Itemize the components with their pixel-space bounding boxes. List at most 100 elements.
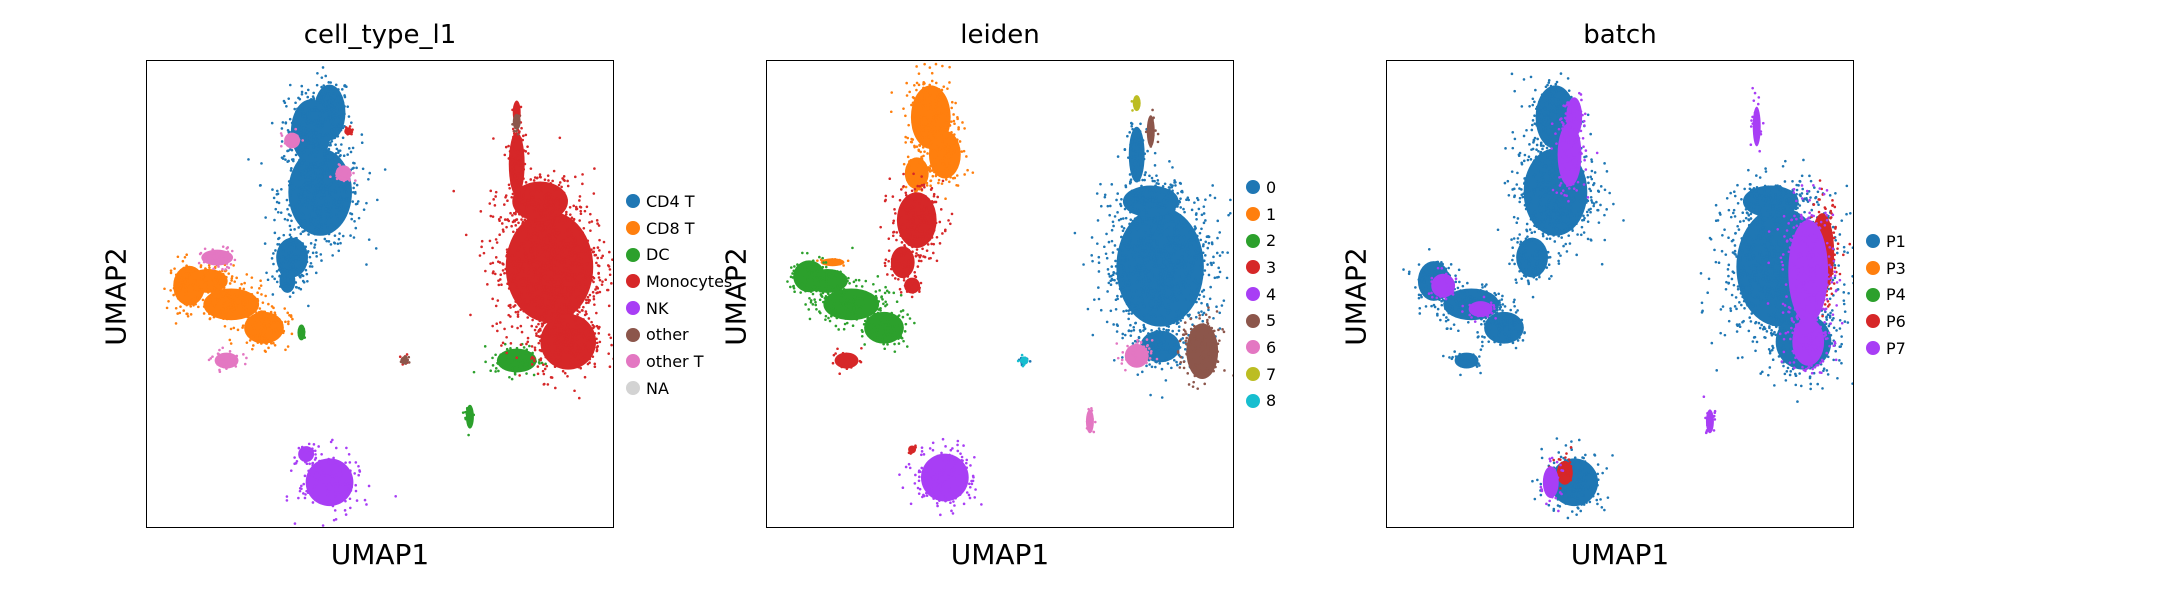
data-point: [250, 300, 254, 304]
data-point: [341, 136, 345, 140]
data-point: [1149, 287, 1153, 290]
data-point: [1198, 253, 1202, 256]
data-point: [550, 313, 553, 317]
data-point: [1212, 316, 1215, 320]
data-point: [336, 94, 339, 97]
data-point: [592, 250, 595, 254]
series-0: [1017, 121, 1232, 399]
data-point: [322, 465, 326, 469]
data-point: [510, 181, 513, 185]
data-point: [339, 483, 342, 486]
data-point: [314, 146, 318, 150]
data-point: [331, 438, 334, 442]
data-point: [581, 182, 584, 186]
data-point: [333, 116, 337, 119]
data-point: [1140, 297, 1144, 300]
data-point: [524, 255, 528, 259]
data-point: [1150, 328, 1153, 332]
data-point: [1096, 219, 1100, 222]
data-point: [1118, 287, 1122, 291]
data-point: [295, 247, 298, 251]
data-point: [1218, 311, 1222, 315]
data-point: [1157, 200, 1160, 203]
data-point: [318, 465, 322, 468]
data-point: [1108, 204, 1112, 208]
data-point: [257, 310, 261, 314]
data-point: [551, 179, 554, 183]
data-point: [570, 226, 573, 229]
data-point: [1099, 204, 1103, 208]
data-point: [584, 298, 588, 302]
data-point: [315, 478, 319, 482]
data-point: [312, 131, 315, 135]
data-point: [584, 323, 588, 326]
data-point: [310, 200, 313, 204]
data-point: [1198, 231, 1202, 235]
data-point: [1204, 198, 1207, 201]
data-point: [289, 228, 293, 232]
data-point: [523, 218, 527, 222]
data-point: [226, 258, 229, 261]
data-point: [288, 203, 291, 207]
data-point: [319, 126, 323, 129]
data-point: [613, 351, 614, 354]
data-point: [279, 245, 282, 249]
data-point: [1206, 263, 1209, 266]
data-point: [1218, 270, 1222, 274]
data-point: [217, 352, 220, 356]
data-point: [245, 341, 249, 344]
data-point: [549, 256, 553, 260]
data-point: [1142, 304, 1146, 308]
data-point: [518, 349, 522, 352]
data-point: [317, 139, 321, 143]
data-point: [488, 239, 492, 243]
data-point: [205, 255, 209, 258]
data-point: [1149, 234, 1152, 238]
data-point: [226, 300, 230, 304]
data-point: [1131, 342, 1135, 345]
data-point: [527, 204, 531, 207]
data-point: [202, 312, 206, 315]
data-point: [1171, 266, 1175, 270]
data-point: [530, 203, 533, 206]
data-point: [184, 282, 188, 285]
data-point: [590, 248, 593, 252]
data-point: [591, 290, 595, 294]
data-point: [303, 257, 307, 261]
data-point: [294, 255, 298, 258]
data-point: [319, 130, 323, 134]
data-point: [328, 210, 332, 213]
data-point: [1141, 291, 1145, 294]
legend-entry: Monocytes: [626, 268, 732, 295]
data-point: [321, 190, 325, 194]
data-point: [343, 190, 346, 193]
data-point: [1204, 240, 1208, 244]
data-point: [1170, 258, 1174, 262]
data-point: [299, 133, 302, 137]
data-point: [198, 291, 202, 295]
data-point: [512, 305, 515, 308]
data-point: [308, 109, 311, 113]
data-point: [1136, 301, 1140, 305]
data-point: [546, 383, 550, 386]
data-point: [1161, 224, 1165, 227]
data-point: [1150, 247, 1153, 250]
data-point: [299, 195, 303, 199]
data-point: [284, 284, 288, 288]
data-point: [563, 334, 566, 337]
data-point: [351, 190, 355, 194]
data-point: [1156, 227, 1160, 231]
data-point: [525, 365, 529, 369]
data-point: [316, 72, 319, 75]
data-point: [516, 313, 520, 316]
data-point: [340, 143, 343, 146]
data-point: [315, 188, 319, 192]
data-point: [521, 215, 525, 218]
data-point: [531, 291, 534, 294]
data-point: [253, 329, 257, 332]
data-point: [1144, 275, 1147, 279]
data-point: [317, 118, 320, 122]
data-point: [398, 355, 402, 359]
data-point: [323, 171, 326, 175]
data-point: [1115, 272, 1118, 275]
